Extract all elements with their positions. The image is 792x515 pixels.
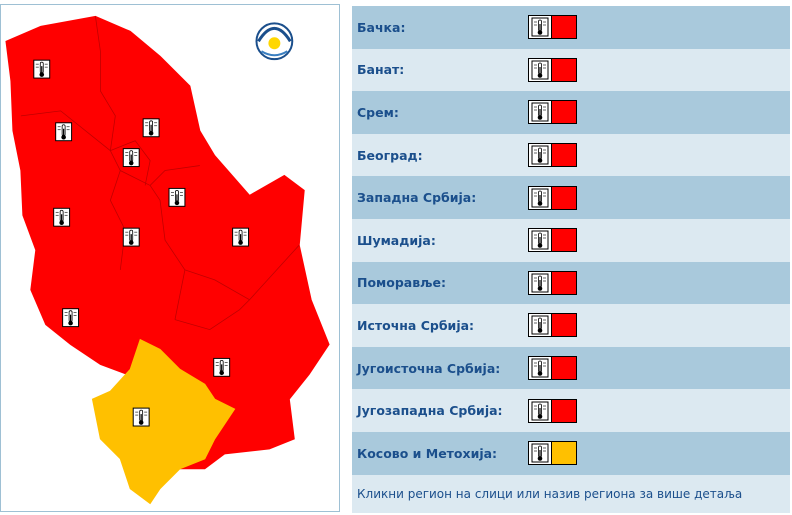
thermometer (531, 145, 549, 165)
warning-level (552, 143, 577, 168)
region-name[interactable]: Шумадија: (357, 232, 436, 248)
warning-level (552, 100, 577, 125)
thermometer (531, 188, 549, 208)
warning-icon (528, 441, 552, 466)
region-row[interactable]: Косово и Метохија: (352, 431, 790, 475)
warning-icon (528, 398, 552, 423)
region-row[interactable]: Источна Србија: (352, 304, 790, 347)
warning-icon (528, 313, 552, 338)
region-name[interactable]: Источна Србија: (357, 317, 475, 333)
warning-level (552, 57, 577, 82)
rows: Бачка: Банат: Срем: Београд: Западна Србија:… (352, 6, 790, 475)
thermometer (531, 102, 549, 123)
region-name[interactable]: Западна Србија: (357, 190, 477, 206)
warning-icon (528, 57, 552, 82)
thermometer (531, 401, 549, 421)
map-region-yellow[interactable] (91, 338, 236, 505)
thermometer (531, 273, 549, 293)
map[interactable] (0, 4, 340, 512)
warning-icon (528, 143, 552, 168)
map-region-red[interactable] (5, 15, 330, 470)
thermometer (531, 60, 549, 80)
region-row[interactable]: Западна Србија: (352, 176, 790, 219)
warning-level (552, 398, 577, 423)
region-name[interactable]: Бачка: (357, 19, 406, 35)
thermometer (531, 315, 549, 336)
warning-level (552, 185, 577, 210)
warning-icon (528, 15, 552, 40)
logo (255, 22, 294, 61)
warning-level (552, 356, 577, 381)
warning-level (552, 228, 577, 253)
region-list: Бачка: Банат: Срем: Београд: Западна Србија:… (352, 6, 790, 513)
warning-icon (528, 228, 552, 253)
thermometer (531, 230, 549, 250)
region-name[interactable]: Косово и Метохија: (357, 445, 498, 461)
warning-level (552, 15, 577, 40)
warning-icon (528, 270, 552, 295)
region-name[interactable]: Поморавље: (357, 275, 447, 291)
region-name[interactable]: Југоисточна Србија: (357, 360, 501, 376)
warning-level (552, 270, 577, 295)
region-row[interactable]: Банат: (352, 48, 790, 92)
region-name[interactable]: Срем: (357, 104, 399, 120)
region-name[interactable]: Југозападна Србија: (357, 403, 503, 419)
region-row[interactable]: Београд: (352, 133, 790, 177)
warning-level (552, 441, 577, 466)
thermometer (531, 358, 549, 378)
region-name[interactable]: Београд: (357, 147, 423, 163)
region-row[interactable]: Шумадија: (352, 218, 790, 262)
region-row[interactable]: Југозападна Србија: (352, 389, 790, 432)
region-borders (20, 16, 300, 331)
thermometer (531, 443, 549, 463)
region-row[interactable]: Југоисточна Србија: (352, 346, 790, 390)
footer-hint: Кликни регион на слици или назив региона… (352, 474, 790, 513)
warning-icon (528, 100, 552, 125)
region-row[interactable]: Бачка: (352, 6, 790, 49)
warning-icon (528, 185, 552, 210)
region-row[interactable]: Поморавље: (352, 261, 790, 305)
warning-icon (528, 356, 552, 381)
region-row[interactable]: Срем: (352, 91, 790, 134)
thermometer (531, 17, 549, 37)
region-name[interactable]: Банат: (357, 62, 405, 78)
warning-level (552, 313, 577, 338)
